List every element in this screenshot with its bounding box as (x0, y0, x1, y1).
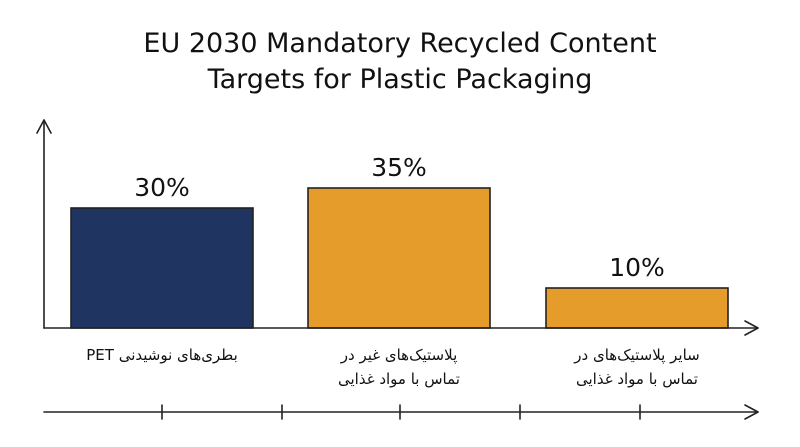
category-label-line: تماس با مواد غذایی (576, 370, 698, 388)
bar-value-label: 30% (134, 173, 190, 202)
category-label-line: تماس با مواد غذایی (338, 370, 460, 388)
bars-group (70, 187, 729, 329)
bar-3 (545, 287, 729, 329)
bar-1 (70, 207, 254, 329)
secondary-axis-ticks (161, 404, 641, 420)
category-label-line: بطری‌های نوشیدنی PET (86, 346, 238, 364)
category-label-line: پلاستیک‌های غیر در (340, 346, 458, 365)
chart-title-line: EU 2030 Mandatory Recycled Content (143, 28, 656, 59)
category-label: پلاستیک‌های غیر در تماس با مواد غذایی (338, 346, 460, 388)
category-label: بطری‌های نوشیدنی PET (86, 346, 238, 364)
chart-title: EU 2030 Mandatory Recycled Content Target… (143, 28, 656, 95)
y-axis-arrowhead (36, 119, 52, 134)
bar-value-label: 10% (609, 253, 665, 282)
x-axis-arrowhead (744, 320, 759, 336)
category-labels-group: بطری‌های نوشیدنی PET پلاستیک‌های غیر در تم… (86, 346, 699, 388)
category-label: سایر پلاستیک‌های در تماس با مواد غذایی (573, 346, 699, 388)
chart-title-line: Targets for Plastic Packaging (207, 64, 593, 95)
secondary-axis-arrowhead (744, 404, 759, 420)
category-label-line: سایر پلاستیک‌های در (573, 346, 699, 365)
value-labels-group: 30% 35% 10% (134, 153, 665, 282)
bar-2 (307, 187, 491, 329)
bar-value-label: 35% (371, 153, 427, 182)
